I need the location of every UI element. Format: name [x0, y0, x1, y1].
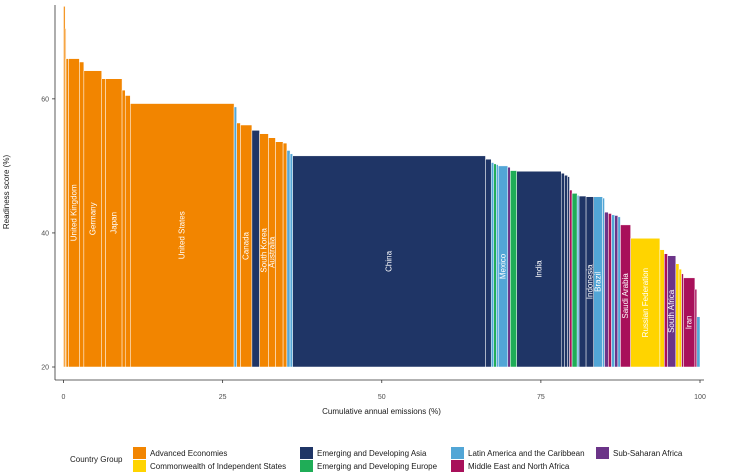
bar	[233, 106, 237, 368]
bar-label-saudi-arabia: Saudi Arabia	[621, 273, 630, 319]
x-tick-label: 25	[219, 394, 227, 401]
x-tick-label: 100	[694, 394, 706, 401]
bar	[510, 170, 517, 368]
y-tick-label: 40	[41, 230, 49, 237]
legend: Country Group Advanced Economies Commonw…	[70, 428, 730, 472]
bar	[275, 141, 284, 368]
x-tick-label: 50	[378, 394, 386, 401]
legend-item-emerging-asia: Emerging and Developing Asia	[300, 447, 426, 459]
bar-label-china: China	[385, 250, 394, 271]
bar	[678, 268, 682, 368]
legend-swatch	[300, 460, 313, 472]
x-ticks: 0 25 50 75 100	[62, 380, 706, 401]
bar	[604, 211, 609, 368]
legend-label: Advanced Economies	[150, 448, 228, 458]
legend-label: Middle East and North Africa	[468, 461, 570, 471]
legend-title: Country Group	[70, 455, 123, 464]
y-axis-title: Readiness score (%)	[2, 155, 11, 230]
bar-label-japan: Japan	[109, 212, 118, 234]
legend-swatch	[596, 447, 609, 459]
bar	[681, 273, 684, 368]
bar-labels-layer: United Kingdom Germany Japan United States C…	[70, 184, 694, 337]
legend-label: Emerging and Developing Europe	[317, 461, 438, 471]
bar	[576, 195, 580, 368]
bar	[567, 176, 570, 368]
bar	[485, 158, 492, 368]
bar-russian-federation	[630, 238, 661, 368]
bar	[507, 166, 511, 368]
bar-label-south-africa: South Africa	[667, 289, 676, 333]
y-ticks: 20 40 60	[41, 96, 55, 372]
bar	[286, 150, 291, 368]
bar	[490, 162, 495, 368]
bar-label-south-korea: South Korea	[259, 228, 268, 273]
bar-label-germany: Germany	[88, 202, 97, 235]
bar-label-australia: Australia	[267, 236, 276, 268]
bar-label-united-states: United States	[178, 211, 187, 259]
bar	[124, 95, 131, 368]
bar-label-united-kingdom: United Kingdom	[70, 184, 79, 241]
bar	[236, 122, 241, 368]
legend-swatch	[300, 447, 313, 459]
bar	[696, 316, 701, 368]
legend-label: Commonwealth of Independent States	[150, 461, 287, 471]
x-tick-label: 0	[62, 394, 66, 401]
x-tick-label: 75	[537, 394, 545, 401]
legend-label: Latin America and the Caribbean	[468, 448, 585, 458]
legend-item-sub-saharan-africa: Sub-Saharan Africa	[596, 447, 682, 459]
bars-layer	[63, 6, 701, 368]
legend-label: Sub-Saharan Africa	[613, 448, 683, 458]
bar-india	[516, 171, 562, 368]
y-tick-label: 60	[41, 96, 49, 103]
bar	[282, 142, 288, 368]
bar-label-indonesia: Indonesia	[585, 264, 594, 299]
legend-label: Emerging and Developing Asia	[317, 448, 427, 458]
bar-label-brazil: Brazil	[594, 272, 603, 292]
legend-swatch	[133, 447, 146, 459]
bar	[564, 175, 568, 368]
bar	[614, 215, 619, 368]
bar	[121, 89, 126, 368]
bar-china	[292, 155, 486, 368]
legend-swatch	[451, 447, 464, 459]
bar	[251, 130, 260, 368]
legend-item-emerging-europe: Emerging and Developing Europe	[300, 460, 437, 472]
legend-item-latin-america: Latin America and the Caribbean	[451, 447, 585, 459]
bar	[65, 58, 69, 368]
legend-swatch	[451, 460, 464, 472]
bar	[101, 78, 106, 368]
bar-label-iran: Iran	[685, 316, 694, 330]
bar	[79, 61, 85, 368]
legend-item-advanced-economies: Advanced Economies	[133, 447, 227, 459]
bar	[611, 214, 615, 368]
bar	[608, 213, 612, 368]
bar	[289, 153, 293, 368]
bar	[602, 197, 605, 368]
bar	[569, 189, 573, 368]
x-axis-title: Cumulative annual emissions (%)	[322, 407, 441, 416]
legend-swatch	[133, 460, 146, 472]
bar	[560, 173, 565, 368]
legend-item-cis: Commonwealth of Independent States	[133, 460, 286, 472]
bar	[694, 288, 698, 368]
bar	[493, 163, 497, 368]
bar	[659, 249, 665, 368]
bar	[571, 193, 578, 368]
bar-label-mexico: Mexico	[499, 253, 508, 279]
bar-label-russian-federation: Russian Federation	[641, 268, 650, 337]
bar-label-canada: Canada	[242, 231, 251, 260]
y-tick-label: 20	[41, 365, 49, 372]
legend-item-mena: Middle East and North Africa	[451, 460, 569, 472]
bar-label-india: India	[534, 260, 543, 278]
bar	[675, 263, 680, 368]
bar-united-states	[130, 103, 235, 368]
